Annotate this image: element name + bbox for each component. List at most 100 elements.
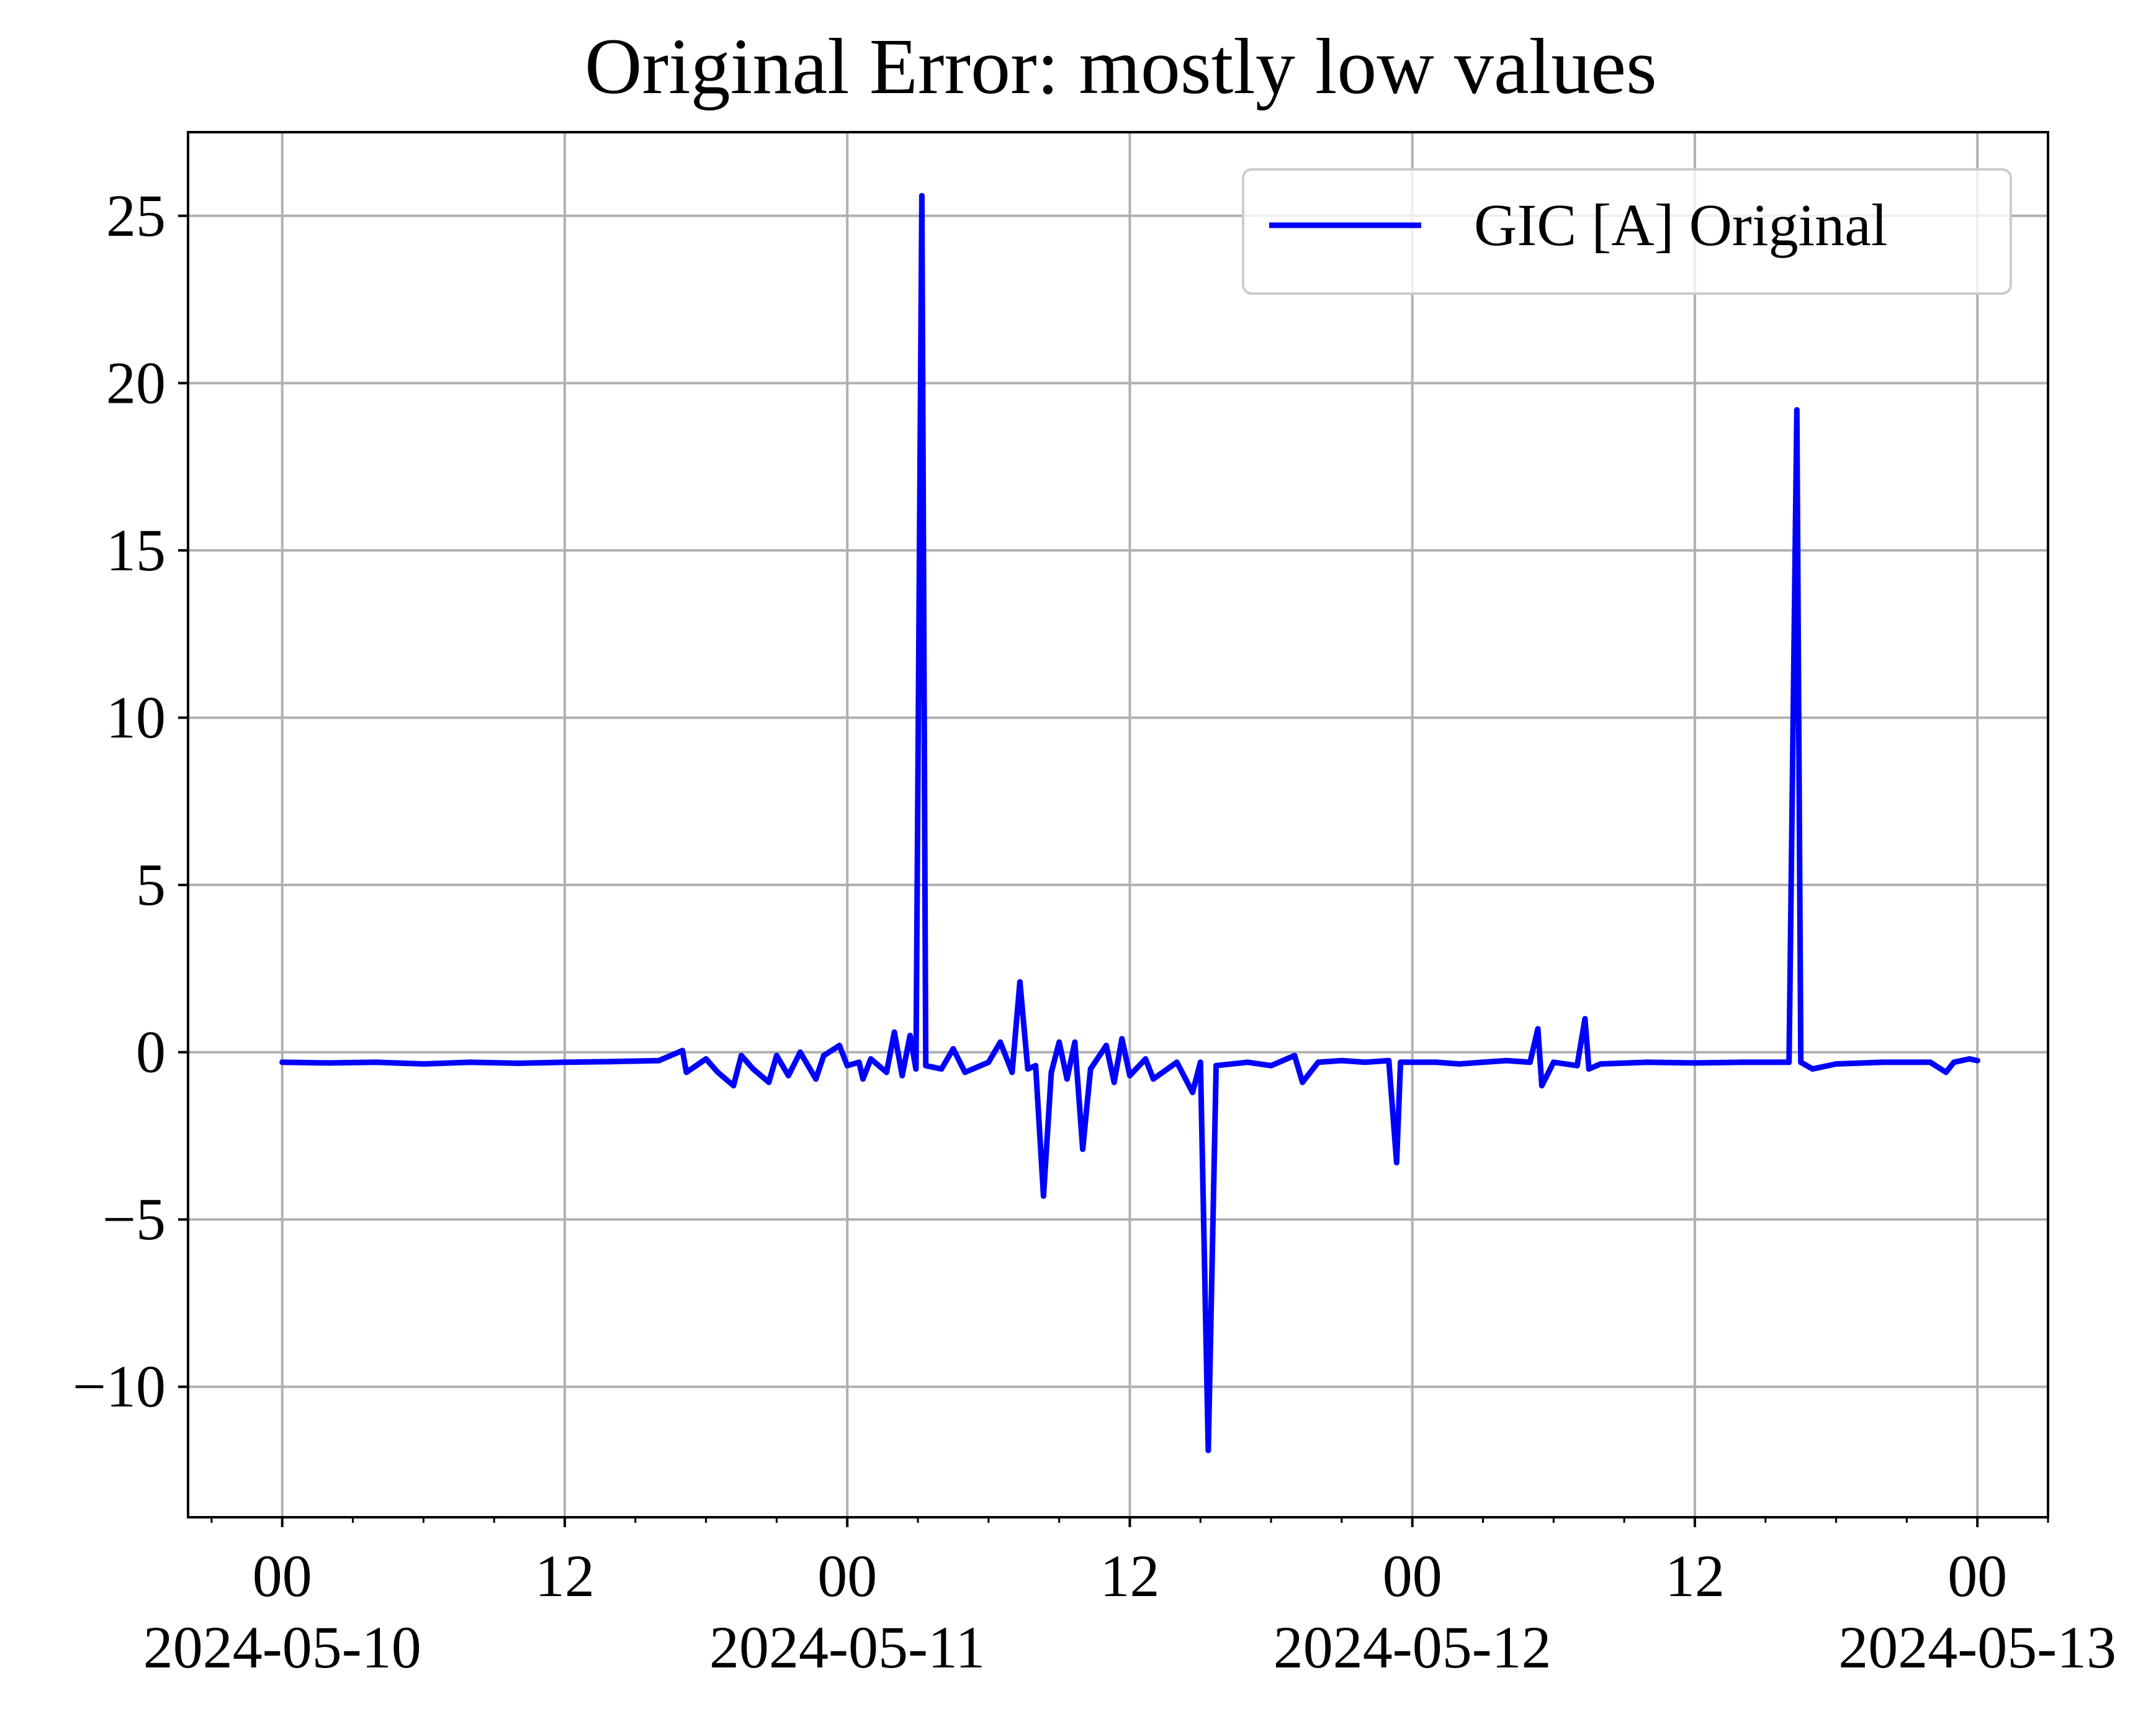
series-point xyxy=(1967,1056,1972,1062)
series-point xyxy=(1586,1066,1592,1072)
series-point xyxy=(1291,1052,1298,1059)
series-point xyxy=(785,1072,791,1079)
y-tick-label: 0 xyxy=(136,1019,166,1085)
series-point xyxy=(703,1056,709,1062)
x-tick-date-label: 2024-05-10 xyxy=(143,1614,421,1680)
series-point xyxy=(1794,407,1800,413)
x-tick-label: 12 xyxy=(535,1543,595,1609)
series-point xyxy=(1268,1062,1274,1069)
series-point xyxy=(750,1066,756,1072)
series-point xyxy=(1087,1066,1094,1072)
series-point xyxy=(891,1029,897,1035)
series-point xyxy=(562,1059,568,1065)
series-point xyxy=(860,1076,866,1082)
series-point xyxy=(773,1052,779,1059)
series-point xyxy=(1174,1059,1180,1065)
series-point xyxy=(1048,1069,1054,1075)
series-point xyxy=(868,1056,874,1062)
series-point xyxy=(1810,1066,1816,1072)
series-point xyxy=(514,1060,521,1066)
y-tick-label: −10 xyxy=(73,1353,166,1420)
series-point xyxy=(1190,1089,1196,1095)
series-point xyxy=(1538,1083,1545,1088)
series-point xyxy=(1597,1061,1604,1067)
series-point xyxy=(1880,1059,1886,1065)
series-point xyxy=(715,1069,721,1075)
x-tick-label: 00 xyxy=(253,1543,312,1609)
series-point xyxy=(962,1069,968,1075)
plot-frame xyxy=(187,131,2049,1518)
series-point xyxy=(1786,1059,1792,1065)
series-point xyxy=(919,192,925,199)
series-point xyxy=(1927,1059,1933,1065)
series-point xyxy=(1339,1057,1345,1064)
series-point xyxy=(1315,1059,1321,1065)
series-point xyxy=(923,1062,929,1069)
series-point xyxy=(1398,1059,1404,1065)
series-point xyxy=(1692,1060,1698,1066)
x-tick-label: 00 xyxy=(1947,1543,2007,1609)
series-point xyxy=(1457,1061,1463,1067)
series-point xyxy=(884,1069,889,1075)
x-tick-label: 12 xyxy=(1100,1543,1159,1609)
series-point xyxy=(656,1057,662,1064)
y-tick-label: 20 xyxy=(106,349,166,416)
series-point xyxy=(1480,1059,1486,1065)
x-tick-label: 12 xyxy=(1665,1543,1725,1609)
series-point xyxy=(844,1062,850,1069)
series-point xyxy=(938,1066,945,1072)
series-point xyxy=(1197,1059,1203,1065)
series-point xyxy=(1386,1057,1392,1064)
x-tick-label: 00 xyxy=(1383,1543,1442,1609)
x-tick-date-label: 2024-05-13 xyxy=(1838,1614,2116,1680)
series-point xyxy=(1150,1076,1156,1082)
series-point xyxy=(1433,1059,1439,1065)
series-point xyxy=(1009,1069,1015,1075)
series-point xyxy=(1798,1059,1804,1065)
series-point xyxy=(1040,1193,1046,1199)
x-tick-date-label: 2024-05-12 xyxy=(1273,1614,1552,1680)
series-point xyxy=(837,1043,843,1049)
series-point xyxy=(1393,1160,1399,1165)
series-point xyxy=(1111,1079,1117,1085)
series-point xyxy=(1535,1026,1541,1032)
series-point xyxy=(997,1039,1004,1045)
legend-label: GIC [A] Original xyxy=(1474,192,1888,258)
series-point xyxy=(326,1060,333,1066)
series-point xyxy=(730,1083,737,1088)
series-point xyxy=(1017,979,1023,985)
series-point xyxy=(797,1049,803,1056)
series-point xyxy=(683,1069,689,1075)
series-point xyxy=(1064,1076,1070,1082)
legend: GIC [A] Original xyxy=(1242,168,2012,295)
series-point xyxy=(1205,1447,1211,1453)
series-point xyxy=(899,1072,905,1079)
series-point xyxy=(1072,1039,1078,1045)
series-point xyxy=(1550,1059,1556,1065)
series-point xyxy=(986,1059,992,1065)
series-point xyxy=(374,1059,379,1065)
series-point xyxy=(1574,1062,1580,1069)
x-tick-date-label: 2024-05-11 xyxy=(709,1614,985,1680)
y-tick-label: 5 xyxy=(136,851,166,918)
series-point xyxy=(467,1059,474,1065)
series-point xyxy=(1943,1069,1949,1075)
y-tick-label: 25 xyxy=(106,182,166,249)
series-point xyxy=(1025,1066,1031,1072)
series-point xyxy=(820,1052,827,1059)
series-point xyxy=(766,1079,772,1085)
series-point xyxy=(1103,1043,1109,1049)
series-point xyxy=(907,1033,913,1039)
series-point xyxy=(913,1066,919,1072)
x-tick-label: 00 xyxy=(817,1543,877,1609)
series-point xyxy=(1119,1036,1125,1042)
y-tick-label: 15 xyxy=(106,517,166,583)
series-point xyxy=(813,1076,819,1082)
series-point xyxy=(1033,1062,1039,1069)
y-tick-label: −5 xyxy=(102,1186,166,1252)
series-point xyxy=(1143,1056,1149,1062)
series-point xyxy=(279,1059,285,1065)
y-tick-label: 10 xyxy=(106,684,166,750)
